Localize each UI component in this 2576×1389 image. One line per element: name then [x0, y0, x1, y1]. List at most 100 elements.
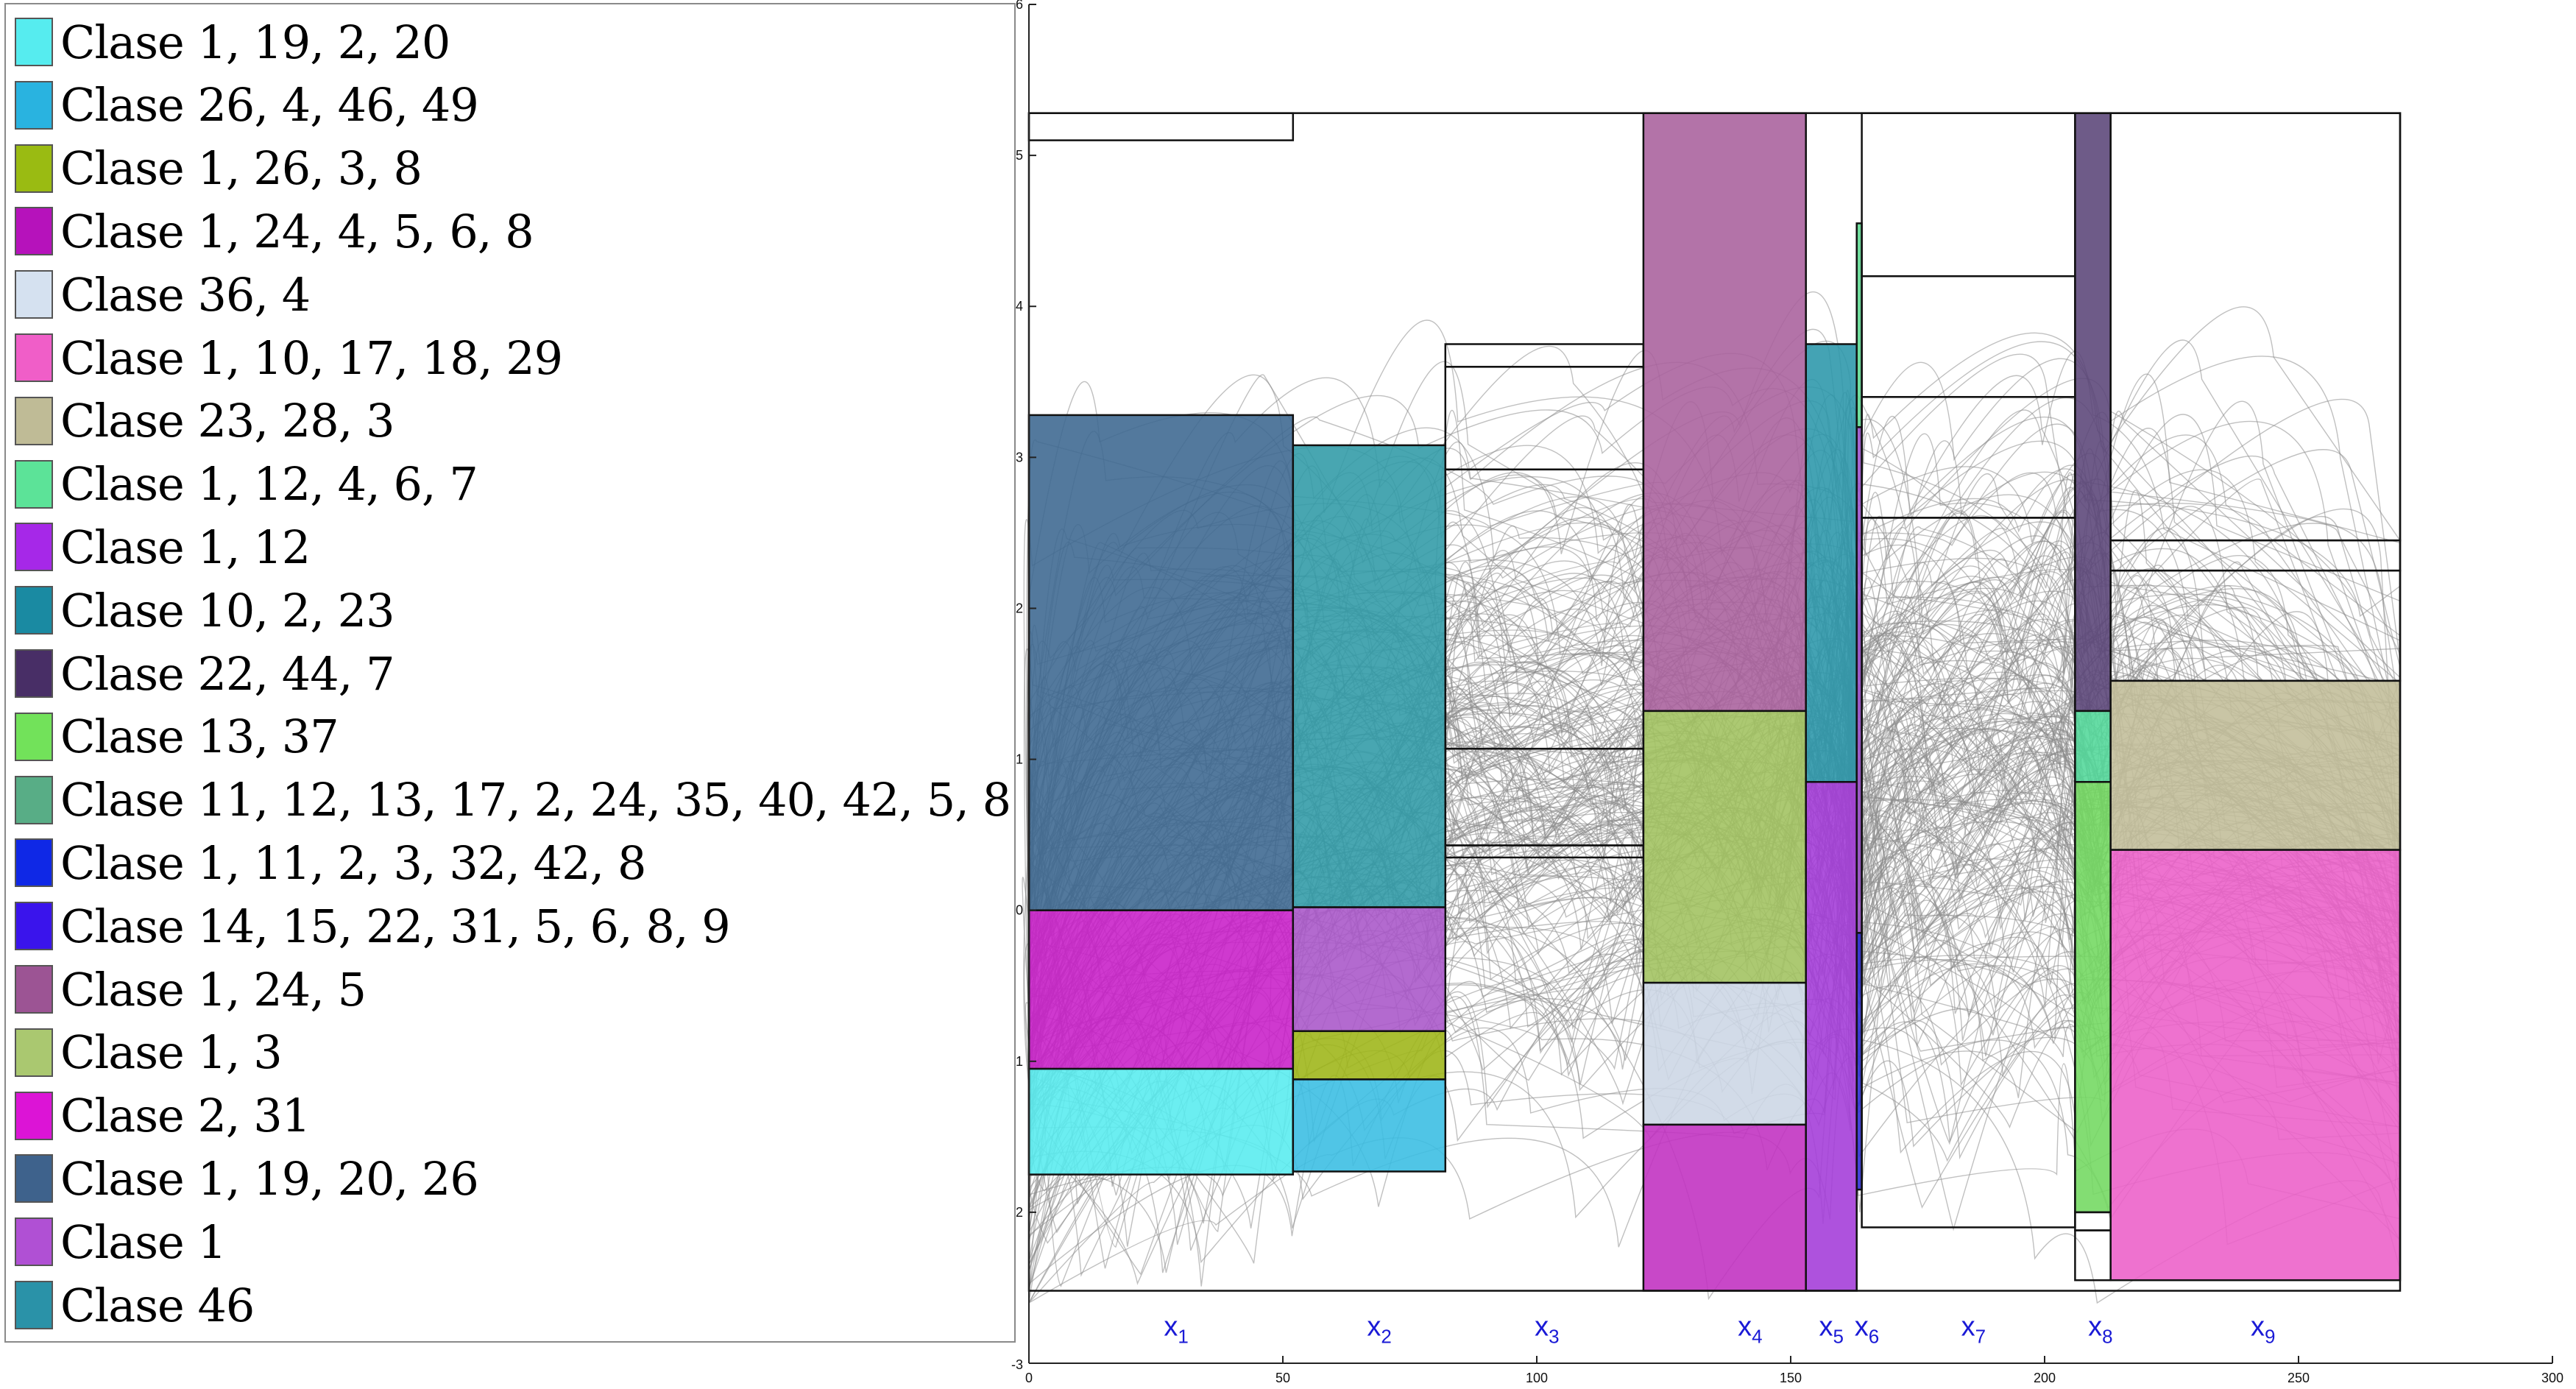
variable-label: x8: [2088, 1311, 2112, 1347]
variable-label: x1: [1164, 1311, 1188, 1347]
variable-label: x9: [2251, 1311, 2275, 1347]
legend-swatch: [15, 775, 53, 824]
legend-item: Clase 1, 10, 17, 18, 29: [15, 326, 563, 389]
class-box: [1292, 1030, 1447, 1081]
legend-swatch: [15, 270, 53, 319]
class-box: [1292, 906, 1447, 1033]
legend-label: Clase 26, 4, 46, 49: [60, 78, 479, 132]
legend-label: Clase 11, 12, 13, 17, 2, 24, 35, 40, 42,…: [60, 773, 1011, 827]
class-box: [2074, 1211, 2112, 1231]
legend-label: Clase 14, 15, 22, 31, 5, 6, 8, 9: [60, 899, 731, 953]
legend-box: Clase 1, 19, 2, 20 Clase 26, 4, 46, 49 Cla…: [4, 3, 1016, 1343]
legend-item: Clase 26, 4, 46, 49: [15, 74, 479, 137]
class-box: [1642, 1123, 1807, 1292]
class-box: [1642, 112, 1807, 713]
legend-label: Clase 13, 37: [60, 710, 339, 764]
legend-item: Clase 1, 19, 2, 20: [15, 10, 450, 74]
variable-labels-layer: x1 x2 x3 x4 x5 x6 x7 x8 x9: [1164, 1311, 2275, 1347]
legend-swatch: [15, 80, 53, 130]
legend-item: Clase 46: [15, 1273, 255, 1337]
legend-swatch: [15, 333, 53, 382]
legend-label: Clase 1: [60, 1215, 227, 1269]
x-tick-label: 200: [2034, 1371, 2056, 1385]
legend-label: Clase 1, 19, 2, 20: [60, 15, 450, 69]
x-tick-label: 100: [1526, 1371, 1548, 1385]
variable-label: x6: [1855, 1311, 1879, 1347]
class-box: [1444, 343, 1645, 368]
legend-item: Clase 1, 12: [15, 515, 311, 579]
legend-swatch: [15, 1217, 53, 1267]
x-tick-label: 250: [2287, 1371, 2310, 1385]
y-tick-label: 5: [1016, 148, 1023, 163]
class-box: [1027, 909, 1295, 1070]
legend-item: Clase 1, 3: [15, 1021, 283, 1084]
legend-label: Clase 10, 2, 23: [60, 583, 395, 637]
legend-label: Clase 22, 44, 7: [60, 646, 395, 701]
legend-swatch: [15, 18, 53, 66]
legend-label: Clase 36, 4: [60, 267, 311, 322]
class-box: [1805, 781, 1858, 1292]
legend-swatch: [15, 144, 53, 193]
legend-label: Clase 1, 24, 4, 5, 6, 8: [60, 204, 534, 258]
variable-label: x2: [1367, 1311, 1391, 1347]
class-box: [1292, 1078, 1447, 1173]
legend-item: Clase 1, 19, 20, 26: [15, 1147, 479, 1210]
class-box: [1861, 112, 2076, 278]
legend-item: Clase 14, 15, 22, 31, 5, 6, 8, 9: [15, 894, 731, 958]
legend-label: Clase 1, 3: [60, 1025, 283, 1080]
legend-swatch: [15, 459, 53, 509]
legend-item: Clase 23, 28, 3: [15, 389, 395, 453]
legend-item: Clase 13, 37: [15, 705, 339, 768]
legend-label: Clase 2, 31: [60, 1089, 311, 1143]
legend-swatch: [15, 396, 53, 445]
legend-label: Clase 1, 24, 5: [60, 962, 367, 1017]
legend-swatch: [15, 1281, 53, 1329]
legend-swatch: [15, 1091, 53, 1140]
legend-label: Clase 46: [60, 1278, 255, 1332]
legend-swatch: [15, 712, 53, 761]
boxes-layer: [1027, 112, 2402, 1292]
y-tick-label-bottom: -3: [1011, 1357, 1023, 1372]
y-tick-label: 0: [1016, 903, 1023, 918]
legend-item: Clase 1, 24, 5: [15, 958, 367, 1021]
legend-swatch: [15, 523, 53, 572]
legend-swatch: [15, 838, 53, 888]
legend-label: Clase 23, 28, 3: [60, 394, 395, 448]
x-tick-label: 300: [2541, 1371, 2563, 1385]
class-box: [1027, 1067, 1295, 1176]
class-box: [2109, 849, 2402, 1282]
class-box: [1027, 112, 1295, 141]
legend-swatch: [15, 965, 53, 1014]
class-box: [1642, 710, 1807, 984]
class-box: [1861, 396, 2076, 519]
class-box: [1027, 414, 1295, 911]
class-box: [2074, 112, 2112, 713]
legend-swatch: [15, 586, 53, 635]
y-tick-label: 3: [1016, 450, 1023, 464]
x-tick-label: 0: [1025, 1371, 1033, 1385]
legend-item: Clase 1: [15, 1210, 227, 1273]
class-box: [1292, 444, 1447, 908]
legend-item: Clase 10, 2, 23: [15, 579, 395, 642]
variable-label: x5: [1819, 1311, 1843, 1347]
class-box: [1805, 343, 1858, 783]
legend-item: Clase 2, 31: [15, 1084, 311, 1148]
legend-item: Clase 22, 44, 7: [15, 642, 395, 705]
legend-label: Clase 1, 12, 4, 6, 7: [60, 457, 478, 512]
y-tick-label: 1: [1016, 1054, 1023, 1069]
class-box: [2074, 781, 2112, 1214]
variable-label: x7: [1961, 1311, 1986, 1347]
legend-label: Clase 1, 26, 3, 8: [60, 141, 422, 196]
legend-item: Clase 1, 11, 2, 3, 32, 42, 8: [15, 831, 646, 894]
x-tick-label: 50: [1275, 1371, 1290, 1385]
variable-label: x3: [1535, 1311, 1559, 1347]
class-box: [2109, 679, 2402, 851]
class-box: [2074, 1229, 2112, 1282]
variable-label: x4: [1738, 1311, 1762, 1347]
y-tick-label: 2: [1016, 1205, 1023, 1220]
class-box: [1444, 366, 1645, 471]
legend-label: Clase 1, 11, 2, 3, 32, 42, 8: [60, 835, 646, 890]
y-tick-label: 4: [1016, 299, 1023, 314]
